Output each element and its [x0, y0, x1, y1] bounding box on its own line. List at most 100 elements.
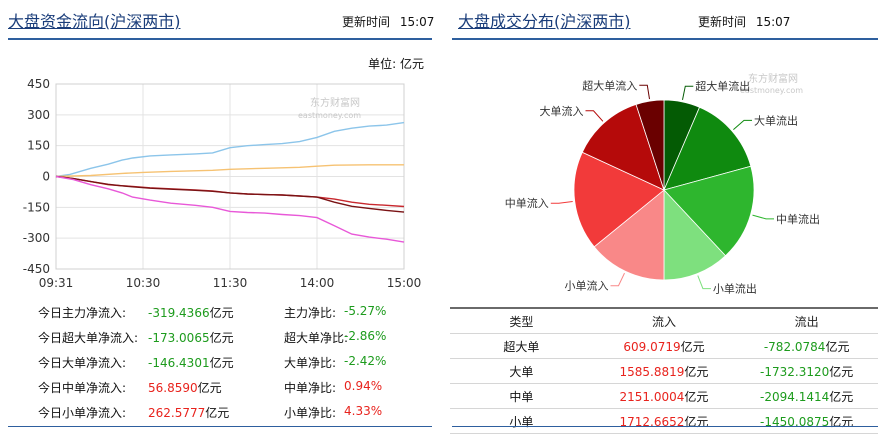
cell-out-unit: 亿元 — [829, 389, 854, 404]
pie-leader-3 — [697, 275, 711, 290]
stat-ratio-value: 0.94% — [344, 379, 383, 393]
stat-label: 今日超大单净流入: — [38, 331, 139, 345]
y-tick-label: -300 — [23, 231, 50, 245]
stat-value-number: -146.4301 — [148, 356, 210, 370]
stat-row: 今日超大单净流入: -173.0065亿元 超大单净比: -2.86% — [38, 325, 438, 350]
distribution-table: 类型 流入 流出 超大单 609.0719亿元 -782.0784亿元 大单 1585.… — [450, 307, 878, 434]
stat-value-unit: 亿元 — [197, 381, 222, 395]
cell-in-number: 2151.0004 — [619, 389, 685, 404]
stat-ratio-label: 大单净比: — [284, 356, 337, 370]
y-tick-label: 450 — [27, 77, 50, 91]
pie-slice-3[interactable] — [663, 188, 727, 281]
x-tick-label: 09:31 — [39, 276, 74, 290]
pie-label-0: 超大单流出 — [695, 79, 750, 93]
cell-out: -1732.3120亿元 — [735, 358, 878, 384]
stat-ratio-label: 小单净比: — [284, 406, 337, 420]
stat-row: 今日主力净流入: -319.4366亿元 主力净比: -5.27% — [38, 300, 438, 325]
cell-out-number: -1732.3120 — [760, 364, 830, 379]
fund-flow-panel: 大盘资金流向(沪深两市) 更新时间 15:07 单位: 亿元 450 300 150… — [0, 0, 440, 440]
cell-in-number: 1712.6652 — [619, 414, 685, 429]
pie-label-1: 大单流出 — [754, 113, 798, 127]
cell-out-number: -1450.0875 — [760, 414, 830, 429]
x-tick-label: 11:30 — [213, 276, 248, 290]
pie-leader-0 — [682, 85, 694, 101]
title-underline — [452, 38, 878, 40]
update-label: 更新时间 — [698, 15, 747, 29]
chart-watermark: 东方财富网 — [310, 96, 360, 109]
pie-leader-6 — [585, 110, 604, 122]
cell-type: 小单 — [450, 408, 593, 434]
table-row: 超大单 609.0719亿元 -782.0784亿元 — [450, 333, 878, 359]
x-tick-label: 15:00 — [387, 276, 422, 290]
pie-label-7: 超大单流入 — [582, 78, 637, 92]
pie-slice-4[interactable] — [593, 189, 665, 281]
bottom-divider — [452, 426, 878, 427]
pie-slice-7[interactable] — [635, 99, 665, 191]
stat-value: -173.0065亿元 — [148, 329, 234, 346]
stat-row: 今日小单净流入: 262.5777亿元 小单净比: 4.33% — [38, 400, 438, 425]
cell-in-unit: 亿元 — [684, 364, 709, 379]
y-axis-ticks: 450 300 150 0 -150 -300 -450 — [23, 77, 50, 276]
table-row: 大单 1585.8819亿元 -1732.3120亿元 — [450, 358, 878, 384]
stat-value: 262.5777亿元 — [148, 404, 229, 421]
title-underline — [8, 38, 432, 40]
stat-value-number: -319.4366 — [148, 306, 210, 320]
stat-ratio-label: 中单净比: — [284, 381, 337, 395]
pie-slice-1[interactable] — [663, 106, 752, 191]
header-type: 类型 — [450, 308, 593, 334]
stat-value-number: -173.0065 — [148, 331, 210, 345]
pie-slices — [573, 99, 755, 281]
pie-watermark: 东方财富网 — [748, 72, 798, 85]
pie-leader-7 — [639, 84, 650, 100]
series-line-0 — [55, 121, 405, 178]
pie-watermark-sub: eastmoney.com — [740, 86, 803, 95]
y-tick-label: -150 — [23, 200, 50, 214]
update-time: 15:07 — [755, 15, 791, 29]
stat-ratio-value: -2.86% — [344, 329, 387, 343]
chart-series — [55, 121, 405, 243]
table-header-row: 类型 流入 流出 — [450, 308, 878, 334]
cell-out-number: -2094.1414 — [760, 389, 830, 404]
stat-ratio-value: -5.27% — [344, 304, 387, 318]
pie-leader-2 — [752, 214, 774, 220]
cell-in: 2151.0004亿元 — [592, 383, 736, 409]
pie-slice-5[interactable] — [573, 151, 665, 248]
cell-out-unit: 亿元 — [825, 339, 850, 354]
pie-slice-6[interactable] — [581, 103, 665, 191]
cell-type: 中单 — [450, 383, 593, 409]
cell-type: 大单 — [450, 358, 593, 384]
stat-ratio-label: 主力净比: — [284, 306, 337, 320]
cell-in-number: 609.0719 — [623, 339, 681, 354]
cell-out-number: -782.0784 — [763, 339, 826, 354]
stat-label: 今日中单净流入: — [38, 381, 127, 395]
cell-in: 1712.6652亿元 — [592, 408, 736, 434]
cell-out-unit: 亿元 — [829, 364, 854, 379]
pie-label-6: 大单流入 — [540, 104, 584, 118]
distribution-update: 更新时间 15:07 — [698, 13, 790, 30]
stat-value: -319.4366亿元 — [148, 304, 234, 321]
fund-flow-title[interactable]: 大盘资金流向(沪深两市) — [8, 12, 181, 31]
stat-ratio-label: 超大单净比: — [284, 331, 349, 345]
cell-in-unit: 亿元 — [684, 414, 709, 429]
cell-out-unit: 亿元 — [829, 414, 854, 429]
stat-label: 今日大单净流入: — [38, 356, 127, 370]
cell-type: 超大单 — [450, 333, 593, 359]
stat-row: 今日大单净流入: -146.4301亿元 大单净比: -2.42% — [38, 350, 438, 375]
series-line-4 — [55, 175, 405, 243]
pie-slice-2[interactable] — [663, 165, 755, 257]
header-in: 流入 — [592, 308, 736, 334]
table-row: 小单 1712.6652亿元 -1450.0875亿元 — [450, 408, 878, 434]
pie-label-3: 小单流出 — [713, 282, 757, 296]
series-line-3 — [55, 175, 405, 213]
pie-label-2: 中单流出 — [776, 212, 820, 226]
cell-out: -1450.0875亿元 — [735, 408, 878, 434]
distribution-title[interactable]: 大盘成交分布(沪深两市) — [458, 12, 631, 31]
table-body: 超大单 609.0719亿元 -782.0784亿元 大单 1585.8819亿元 -17… — [450, 333, 878, 434]
chart-watermark-sub: eastmoney.com — [298, 111, 361, 120]
x-tick-label: 14:00 — [300, 276, 335, 290]
pie-label-5: 中单流入 — [505, 196, 549, 210]
cell-in-unit: 亿元 — [680, 339, 705, 354]
stat-label: 今日小单净流入: — [38, 406, 127, 420]
pie-leader-4 — [610, 272, 625, 287]
